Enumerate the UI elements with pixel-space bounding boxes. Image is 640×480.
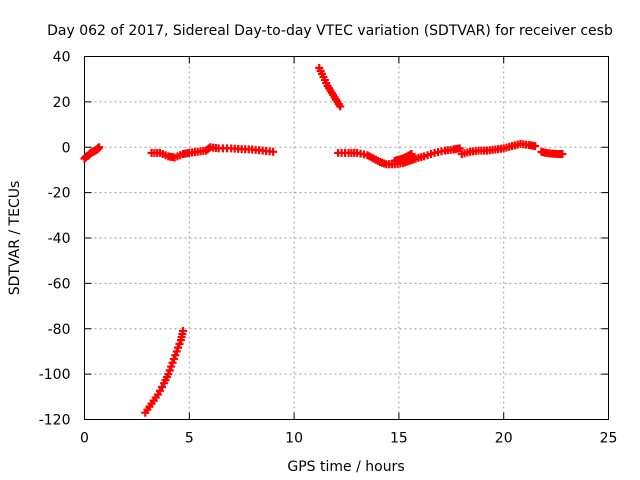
data-point bbox=[172, 347, 181, 356]
x-tick-label: 10 bbox=[285, 431, 303, 447]
data-point bbox=[95, 143, 104, 152]
data-point bbox=[179, 327, 188, 336]
series-arc-6 bbox=[390, 150, 416, 165]
y-tick-label: 20 bbox=[53, 95, 71, 111]
series-arc-3 bbox=[141, 327, 188, 417]
x-axis-label: GPS time / hours bbox=[287, 459, 404, 475]
series-arc-1 bbox=[80, 143, 104, 163]
grid-lines bbox=[84, 56, 609, 420]
y-tick-label: -20 bbox=[48, 186, 71, 202]
data-points bbox=[80, 63, 567, 417]
y-tick-label: -80 bbox=[48, 322, 71, 338]
x-tick-label: 15 bbox=[390, 431, 408, 447]
data-point bbox=[169, 355, 178, 363]
data-point bbox=[269, 147, 278, 156]
x-tick-label: 0 bbox=[80, 431, 89, 447]
y-tick-label: -60 bbox=[48, 276, 71, 292]
y-tick-label: -120 bbox=[39, 413, 71, 429]
y-tick-label: 40 bbox=[53, 50, 71, 66]
y-axis-label: SDTVAR / TECUs bbox=[7, 181, 23, 296]
series-arc-4 bbox=[315, 63, 345, 111]
data-point bbox=[165, 366, 174, 375]
data-point bbox=[174, 343, 183, 352]
x-tick-label: 20 bbox=[495, 431, 513, 447]
chart-title: Day 062 of 2017, Sidereal Day-to-day VTE… bbox=[47, 23, 613, 39]
data-point bbox=[531, 142, 540, 151]
data-point bbox=[336, 102, 345, 111]
series-arc-5 bbox=[334, 144, 464, 169]
data-point bbox=[171, 351, 180, 360]
x-tick-label: 5 bbox=[185, 431, 194, 447]
data-point bbox=[175, 339, 184, 348]
x-tick-label: 25 bbox=[600, 431, 618, 447]
y-tick-label: 0 bbox=[62, 140, 71, 156]
data-point bbox=[558, 150, 567, 159]
axis-ticks: 0 5 10 15 20 25 -120 -100 -80 -60 -40 -20 0 20 40 bbox=[39, 50, 618, 447]
series-arc-7 bbox=[457, 139, 540, 159]
y-tick-label: -100 bbox=[39, 367, 71, 383]
data-point bbox=[407, 150, 416, 159]
data-point bbox=[167, 362, 176, 371]
series-arc-2 bbox=[147, 143, 278, 162]
data-point bbox=[164, 370, 173, 379]
series-arc-8 bbox=[537, 147, 567, 159]
data-point bbox=[455, 144, 464, 153]
data-point bbox=[168, 358, 177, 367]
y-tick-label: -40 bbox=[48, 231, 71, 247]
